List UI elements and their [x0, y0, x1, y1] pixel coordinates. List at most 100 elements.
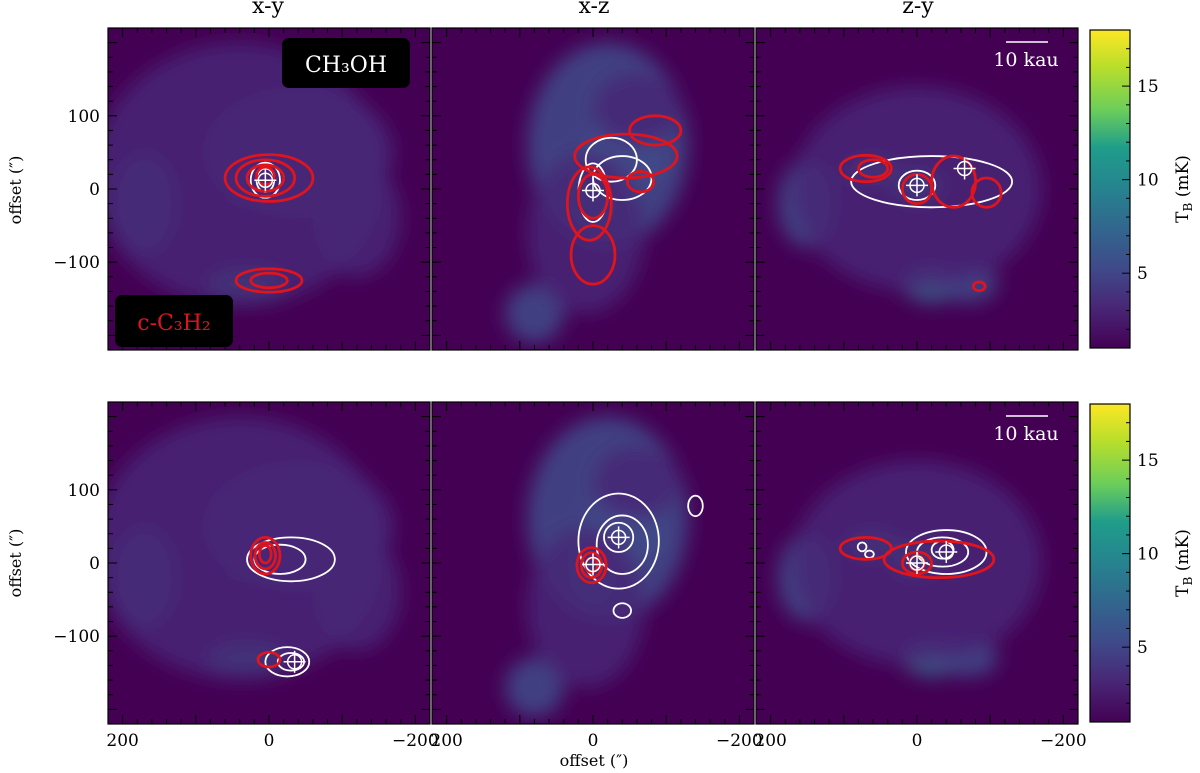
contours: [838, 153, 1014, 293]
white-contour: [603, 521, 635, 553]
panel-z-y-row2: 200 0 −200 10 kau: [754, 401, 1087, 751]
y-axis-label-bottom: offset (″): [6, 529, 25, 598]
white-contour: [246, 536, 336, 583]
emission-blob: [593, 71, 681, 146]
svg-text:CH₃OH: CH₃OH: [305, 53, 387, 78]
x-tick-label: 200: [430, 731, 462, 751]
colorbars: 5 10 15 TB (mK) 5 10 15 TB (mK): [1089, 29, 1195, 723]
peak-marker: [582, 179, 604, 202]
white-contour: [687, 494, 704, 518]
colorbar-row1: 5 10 15 TB (mK): [1089, 29, 1195, 349]
panel-x-y-row1: 100 0 −100 CH₃OH c-C₃H₂: [53, 27, 431, 351]
peak-marker: [254, 169, 277, 192]
red-contour: [970, 176, 1003, 209]
red-contour: [569, 224, 617, 286]
contours: [575, 492, 704, 619]
colorbar-tick-label: 10: [1137, 171, 1159, 191]
contours: [223, 153, 315, 294]
contours: [246, 535, 336, 678]
scale-bar: 10 kau: [993, 415, 1059, 445]
white-contour: [595, 514, 649, 575]
red-contour: [628, 114, 683, 147]
contours: [838, 529, 996, 580]
colorbar-tick-label: 15: [1137, 451, 1159, 471]
y-tick-label: 100: [68, 107, 100, 127]
colorbar-label: TB (mK): [1173, 155, 1195, 223]
colorbar-tick-label: 10: [1137, 545, 1159, 565]
emission-blob: [108, 416, 387, 681]
x-axis-label: offset (″): [560, 751, 629, 770]
molecule-label-ch3oh: CH₃OH: [282, 38, 410, 88]
ticks: [432, 402, 754, 724]
red-contour: [838, 153, 893, 184]
emission-blob: [505, 658, 564, 717]
red-contour: [857, 158, 890, 179]
colorbar-label: TB (mK): [1173, 529, 1195, 597]
peak-marker: [935, 541, 958, 564]
colorbar-gradient: [1089, 403, 1131, 723]
red-contour: [882, 539, 996, 580]
y-tick-label: −100: [53, 627, 100, 647]
panel-x-z-row1: [431, 27, 755, 351]
white-contour: [850, 155, 1014, 209]
peak-marker: [953, 157, 976, 180]
y-tick-label: 100: [68, 481, 100, 501]
peak-marker: [607, 526, 630, 549]
colorbar-tick-label: 5: [1137, 638, 1148, 658]
red-contour: [234, 267, 304, 294]
panel-x-y-row2: 100 0 −100 200 0 −200: [53, 401, 439, 751]
white-contour: [264, 646, 311, 678]
white-contour: [577, 492, 660, 590]
red-contour: [838, 535, 893, 561]
panels: 100 0 −100 CH₃OH c-C₃H₂ 10 kau 100 0 −100 200 0 −20…: [53, 27, 1087, 751]
y-tick-label: 0: [89, 180, 100, 200]
column-title-zy: z-y: [902, 0, 934, 19]
emission-blob: [527, 152, 645, 314]
red-contour: [234, 158, 297, 198]
y-tick-label: 0: [89, 554, 100, 574]
y-tick-label: −100: [53, 253, 100, 273]
red-contour: [256, 650, 282, 669]
molecule-label-c3h2: c-C₃H₂: [115, 295, 233, 347]
white-contour: [897, 169, 937, 201]
white-contour: [856, 541, 868, 553]
red-contour: [625, 170, 656, 194]
svg-text:c-C₃H₂: c-C₃H₂: [137, 311, 210, 336]
peak-marker: [906, 552, 928, 574]
red-contour: [249, 271, 289, 290]
scale-bar: 10 kau: [993, 41, 1059, 71]
red-contour: [565, 165, 613, 242]
ticks: [108, 402, 430, 724]
colorbar-tick-label: 5: [1137, 264, 1148, 284]
peak-marker: [283, 650, 306, 673]
panel-x-z-row2: 200 0 −200: [430, 401, 763, 751]
white-contour: [612, 602, 632, 619]
red-contour: [249, 535, 282, 576]
red-contour: [575, 546, 608, 585]
x-tick-label: −200: [392, 731, 439, 751]
ticks: [432, 28, 754, 350]
panel-z-y-row1: 10 kau: [755, 27, 1079, 351]
red-contour: [223, 153, 315, 203]
ticks: [756, 28, 1078, 350]
x-tick-label: 0: [264, 731, 275, 751]
x-tick-label: −200: [716, 731, 763, 751]
colorbar-row2: 5 10 15 TB (mK): [1089, 403, 1195, 723]
ticks: [756, 402, 1078, 724]
peak-marker: [582, 553, 604, 576]
red-contour: [971, 280, 987, 293]
peak-marker: [906, 174, 928, 197]
x-tick-label: 200: [754, 731, 786, 751]
emission-map: [505, 416, 689, 717]
x-tick-label: 200: [106, 731, 138, 751]
emission-blob: [505, 284, 564, 343]
x-tick-label: −200: [1040, 731, 1087, 751]
column-title-xy: x-y: [252, 0, 284, 19]
emission-blob: [527, 526, 645, 688]
column-title-xz: x-z: [578, 0, 609, 19]
red-contour: [253, 541, 277, 571]
emission-blob: [593, 445, 681, 520]
white-contour: [905, 529, 988, 575]
x-tick-label: 0: [588, 731, 599, 751]
